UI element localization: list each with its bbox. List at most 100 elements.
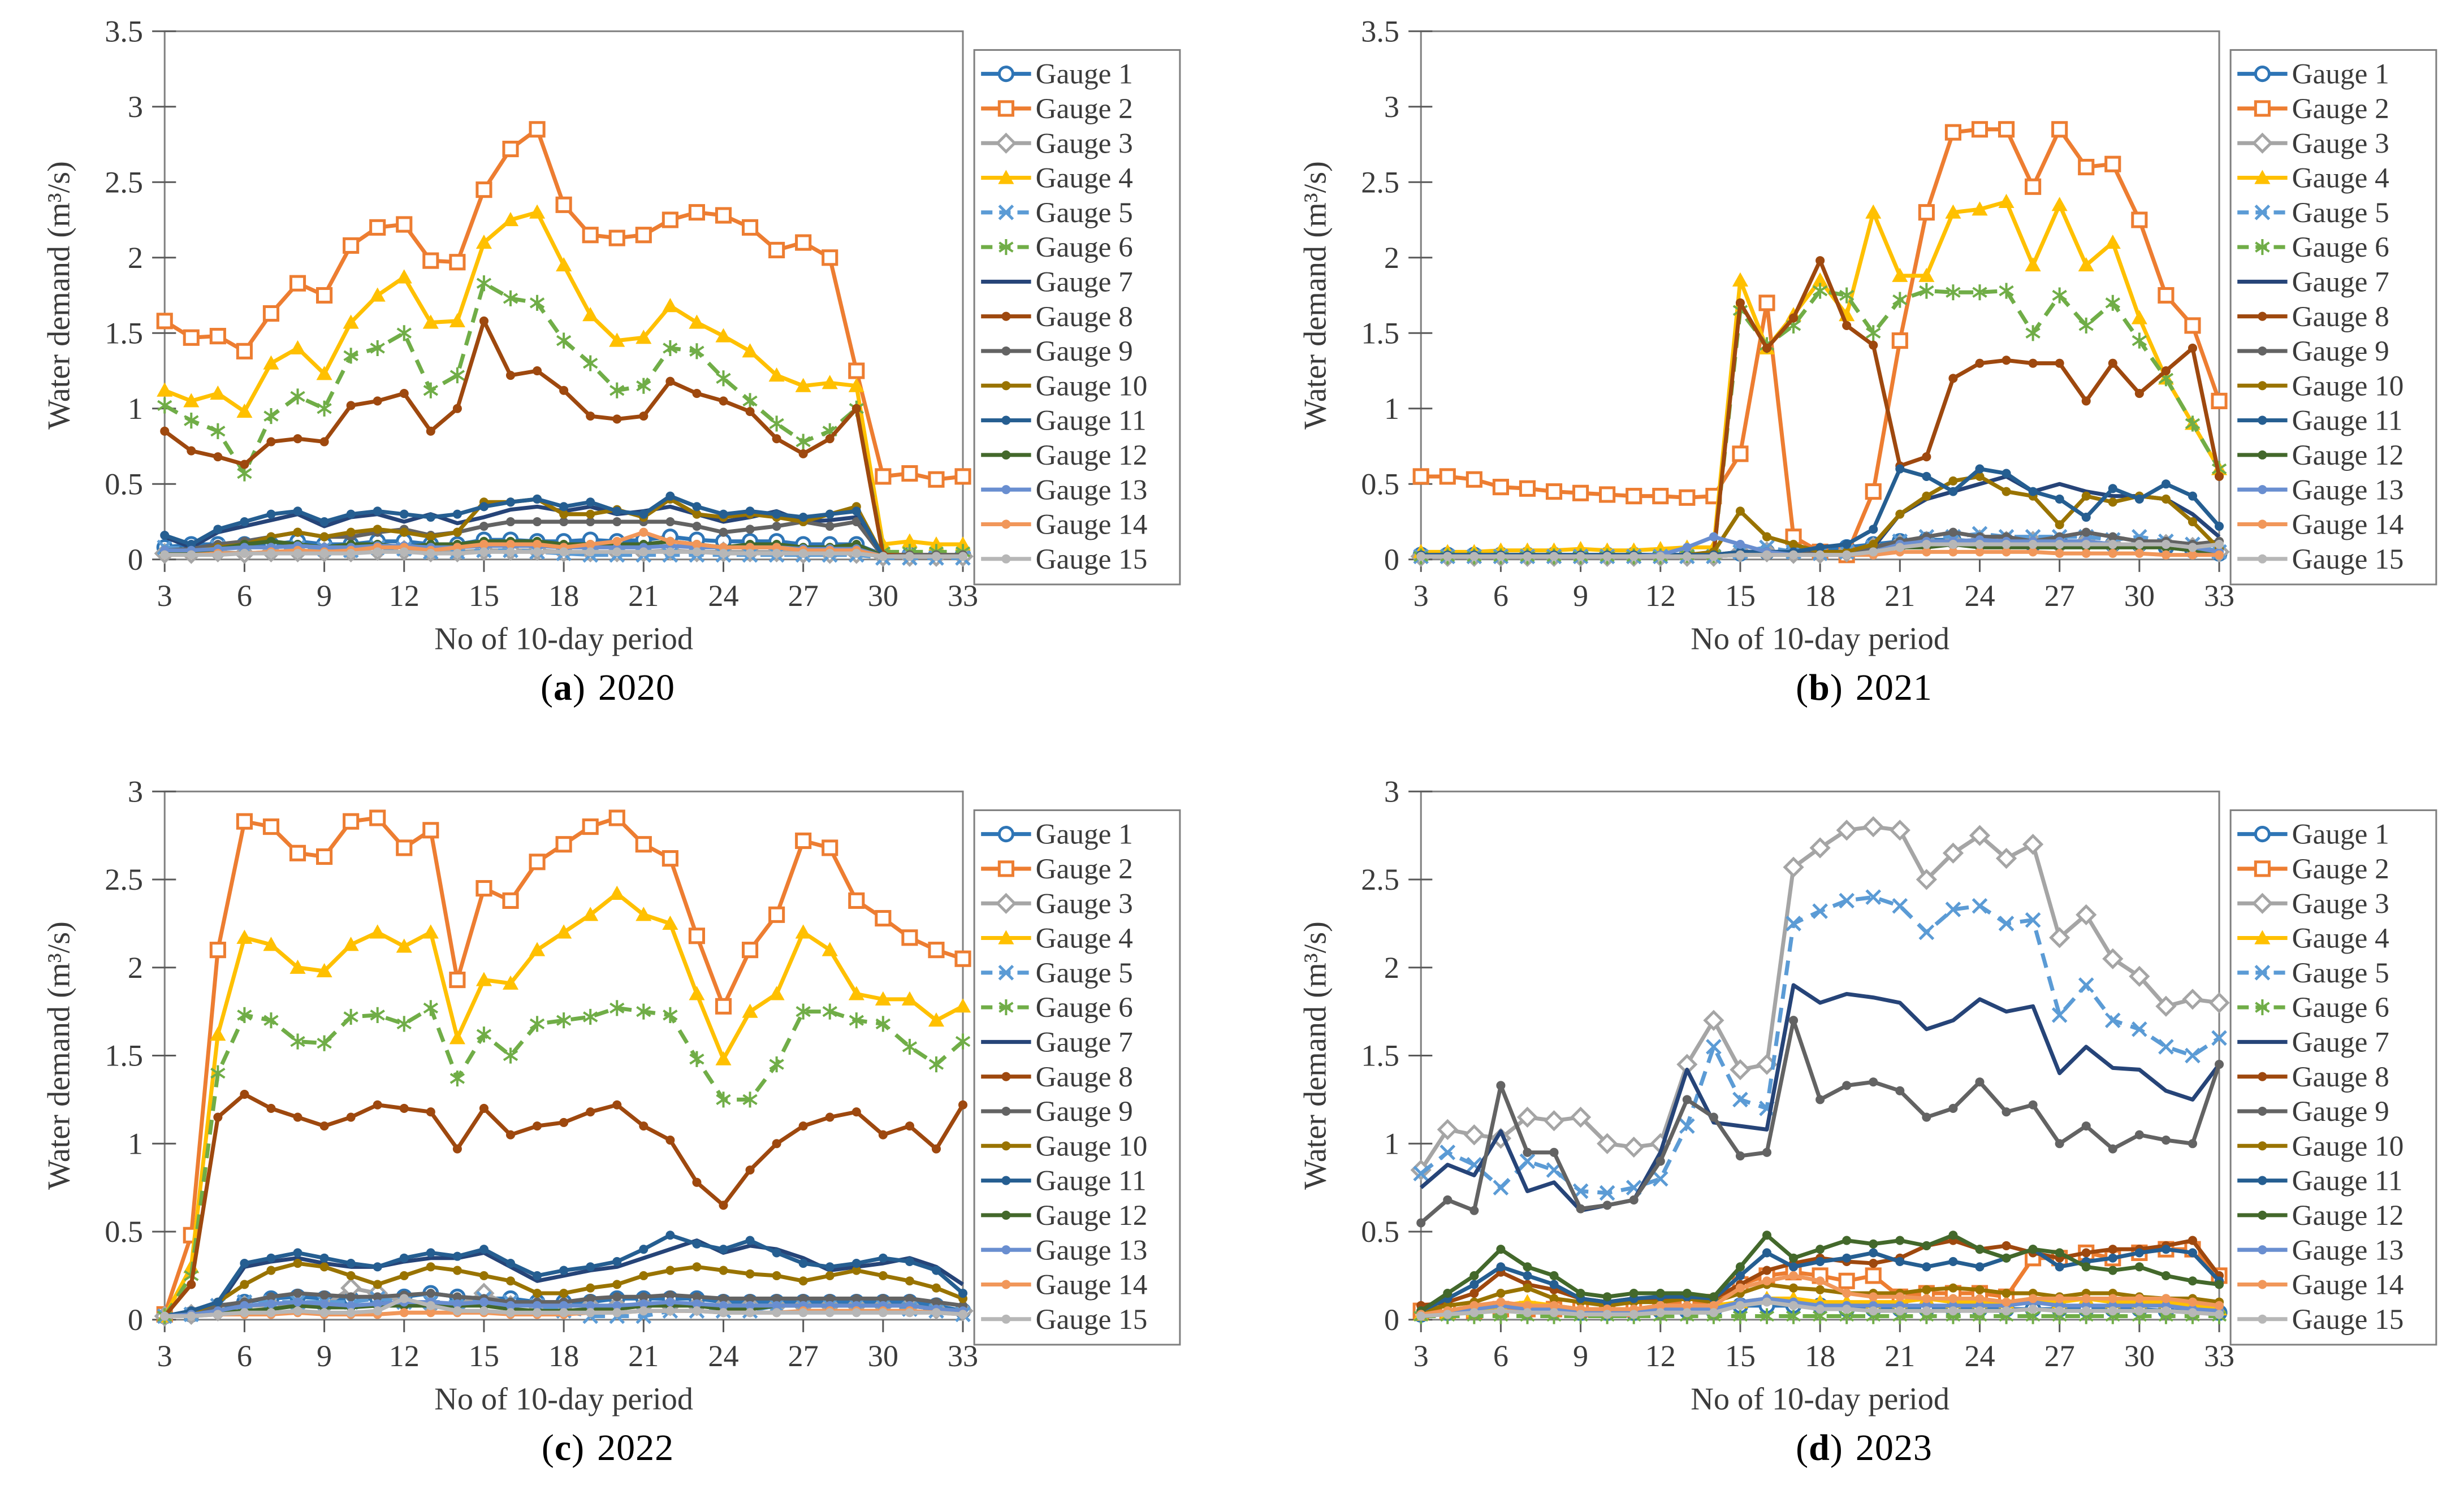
legend-item-gauge-1: Gauge 1 <box>981 58 1133 90</box>
y-tick-label: 0.5 <box>1361 1215 1399 1249</box>
chart-2022: 0 0.5 1 1.5 2 2.5 3 3 6 9 12 15 18 21 24 27 30 33 No of 10… <box>23 760 1193 1416</box>
legend-item-gauge-8: Gauge 8 <box>2237 1061 2389 1093</box>
x-tick-label: 12 <box>1645 579 1676 613</box>
series-gauge-3-markers <box>1410 816 2230 1181</box>
legend-item-gauge-4: Gauge 4 <box>981 162 1133 194</box>
legend-item-gauge-11: Gauge 11 <box>2237 1165 2403 1197</box>
y-tick-label: 2.5 <box>1361 165 1399 199</box>
legend-item-gauge-10: Gauge 10 <box>981 1130 1147 1162</box>
y-tick-label: 0 <box>128 543 143 577</box>
plot-frame <box>163 30 964 561</box>
caption-letter: b <box>1809 666 1830 708</box>
x-tick-label: 6 <box>1493 1339 1508 1373</box>
legend-label: Gauge 2 <box>2292 853 2389 885</box>
legend-label: Gauge 15 <box>1036 1303 1148 1336</box>
y-tick-label: 1 <box>128 1127 143 1160</box>
legend-item-gauge-7: Gauge 7 <box>981 266 1133 298</box>
y-tick-label: 2 <box>1384 951 1399 985</box>
x-tick-label: 27 <box>788 579 819 613</box>
x-axis-title: No of 10-day period <box>434 1382 693 1416</box>
y-tick-label: 0.5 <box>105 467 143 501</box>
legend-label: Gauge 6 <box>1036 991 1133 1024</box>
legend-label: Gauge 9 <box>1036 1095 1133 1128</box>
panel-caption-d: (d) 2023 <box>1279 1427 2449 1470</box>
legend-item-gauge-1: Gauge 1 <box>2237 58 2389 90</box>
panel-caption-c: (c) 2022 <box>23 1427 1193 1470</box>
series-gauge-9-line <box>1419 1018 2221 1225</box>
x-tick-label: 3 <box>1413 579 1429 613</box>
legend-label: Gauge 3 <box>2292 887 2389 920</box>
legend-item-gauge-11: Gauge 11 <box>981 405 1147 437</box>
legend-label: Gauge 5 <box>2292 957 2389 989</box>
y-tick-label: 1 <box>128 392 143 426</box>
panel-2023: 0 0.5 1 1.5 2 2.5 3 3 6 9 12 15 18 21 24 27 30 33 No of 10… <box>1279 760 2449 1512</box>
x-tick-label: 33 <box>2204 1339 2234 1373</box>
y-tick-label: 2.5 <box>105 165 143 199</box>
caption-paren-close: ) <box>573 666 586 708</box>
x-tick-label: 18 <box>548 1339 579 1373</box>
caption-year: 2023 <box>1855 1427 1933 1468</box>
x-tick-label: 33 <box>2204 579 2234 613</box>
x-tick-label: 21 <box>1884 1339 1915 1373</box>
legend-label: Gauge 13 <box>1036 474 1148 506</box>
y-tick-label: 3 <box>128 90 143 124</box>
legend-label: Gauge 13 <box>2292 474 2404 506</box>
legend-item-gauge-12: Gauge 12 <box>981 439 1147 471</box>
panel-caption-b: (b) 2021 <box>1279 666 2449 709</box>
x-tick-label: 6 <box>237 1339 252 1373</box>
x-tick-label: 9 <box>1573 1339 1588 1373</box>
legend-label: Gauge 12 <box>2292 1199 2404 1232</box>
caption-paren-open: ( <box>1796 666 1809 708</box>
series-gauge-8-markers <box>160 316 968 560</box>
legend-item-gauge-1: Gauge 1 <box>981 818 1133 851</box>
x-tick-label: 30 <box>2124 1339 2155 1373</box>
x-tick-label: 27 <box>2044 1339 2075 1373</box>
legend-label: Gauge 3 <box>2292 127 2389 159</box>
x-axis-title: No of 10-day period <box>1691 1382 1949 1416</box>
legend-label: Gauge 15 <box>2292 543 2404 575</box>
y-tick-label: 0.5 <box>1361 467 1399 501</box>
legend-item-gauge-9: Gauge 9 <box>2237 335 2389 367</box>
legend-item-gauge-3: Gauge 3 <box>981 887 1133 920</box>
y-tick-label: 0 <box>1384 1303 1399 1337</box>
legend-item-gauge-8: Gauge 8 <box>2237 301 2389 333</box>
legend-item-gauge-6: Gauge 6 <box>981 231 1133 263</box>
legend-label: Gauge 4 <box>2292 922 2389 955</box>
legend-label: Gauge 9 <box>2292 1095 2389 1128</box>
y-tick-label: 3.5 <box>105 14 143 48</box>
legend-label: Gauge 14 <box>2292 1269 2404 1301</box>
chart-2023: 0 0.5 1 1.5 2 2.5 3 3 6 9 12 15 18 21 24 27 30 33 No of 10… <box>1279 760 2449 1416</box>
legend-item-gauge-9: Gauge 9 <box>2237 1095 2389 1128</box>
y-tick-label: 1 <box>1384 1127 1399 1160</box>
x-tick-label: 24 <box>1964 579 1995 613</box>
legend-item-gauge-15: Gauge 15 <box>2237 1303 2404 1336</box>
legend-label: Gauge 15 <box>2292 1303 2404 1336</box>
x-tick-label: 18 <box>1805 1339 1835 1373</box>
legend-item-gauge-10: Gauge 10 <box>2237 1130 2404 1162</box>
legend-label: Gauge 15 <box>1036 543 1148 575</box>
x-tick-label: 9 <box>317 1339 332 1373</box>
chart-svg: 0 0.5 1 1.5 2 2.5 3 3.5 3 6 9 12 15 18 21 24 27 30 33 No of… <box>41 14 1181 656</box>
x-tick-label: 9 <box>1573 579 1588 613</box>
y-tick-label: 3 <box>1384 90 1399 124</box>
x-tick-label: 15 <box>469 579 499 613</box>
legend-label: Gauge 11 <box>2292 1165 2403 1197</box>
legend-label: Gauge 13 <box>2292 1234 2404 1266</box>
series-gauge-6-markers <box>1413 283 2227 565</box>
legend-label: Gauge 9 <box>2292 335 2389 367</box>
x-tick-label: 18 <box>1805 579 1835 613</box>
series-gauge-2-markers <box>156 121 971 488</box>
caption-paren-open: ( <box>541 1427 555 1468</box>
legend-label: Gauge 8 <box>2292 1061 2389 1093</box>
legend-label: Gauge 11 <box>1036 405 1147 437</box>
chart-2020: 0 0.5 1 1.5 2 2.5 3 3.5 3 6 9 12 15 18 21 24 27 30 33 No of… <box>23 0 1193 656</box>
x-tick-label: 6 <box>1493 579 1508 613</box>
series-gauge-8-markers <box>1416 256 2224 561</box>
x-tick-label: 21 <box>628 579 659 613</box>
legend-item-gauge-6: Gauge 6 <box>981 991 1133 1024</box>
x-axis-title: No of 10-day period <box>1691 622 1949 656</box>
legend-label: Gauge 12 <box>1036 439 1148 471</box>
legend-item-gauge-6: Gauge 6 <box>2237 991 2389 1024</box>
legend-item-gauge-15: Gauge 15 <box>981 1303 1147 1336</box>
y-tick-label: 2.5 <box>1361 863 1399 896</box>
